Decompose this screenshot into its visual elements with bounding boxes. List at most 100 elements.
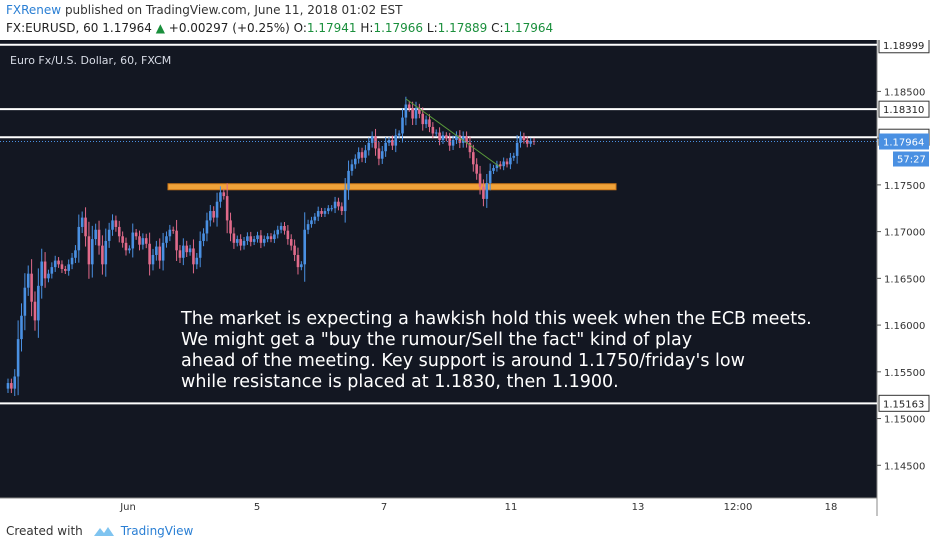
annotation-line: We might get a "buy the rumour/Sell the … <box>181 330 692 350</box>
author-link[interactable]: FXRenew <box>6 3 62 17</box>
candle-body <box>151 254 155 265</box>
candle-body <box>67 264 70 271</box>
y-tick-label: 1.16500 <box>884 274 925 285</box>
candle-body <box>47 273 50 279</box>
candle-body <box>414 108 418 119</box>
candle-body <box>37 285 40 321</box>
candle-body <box>407 104 411 109</box>
candle-body <box>26 273 30 288</box>
annotation-line: while resistance is placed at 1.1830, th… <box>181 372 619 392</box>
candle-body <box>276 229 280 235</box>
ohlc-line: FX:EURUSD, 60 1.17964 ▲ +0.00297 (+0.25%… <box>6 21 553 35</box>
candle-body <box>401 117 404 134</box>
candle-body <box>50 267 54 274</box>
x-tick-label: 7 <box>381 502 387 513</box>
candle-body <box>498 164 502 167</box>
candle-body <box>104 240 108 265</box>
x-tick-label: 5 <box>254 502 260 513</box>
candle-body <box>488 170 492 184</box>
candle-body <box>43 261 47 279</box>
candle-body <box>209 211 212 221</box>
candle-body <box>461 136 465 143</box>
candle-body <box>394 135 398 146</box>
tradingview-link[interactable]: TradingView <box>120 524 194 538</box>
level-price-tag <box>878 100 930 118</box>
candle-body <box>289 239 293 246</box>
candle-body <box>175 230 178 251</box>
candle-body <box>323 211 327 214</box>
candle-body <box>458 135 462 143</box>
candle-body <box>448 138 452 146</box>
y-tick-label: 1.17500 <box>884 181 925 192</box>
candle-body <box>279 226 283 230</box>
candle-body <box>252 239 256 242</box>
candle-body <box>438 132 441 141</box>
candle-body <box>269 236 273 240</box>
candle-body <box>300 264 303 268</box>
annotation-line: ahead of the meeting. Key support is aro… <box>181 351 745 371</box>
candle-body <box>374 136 377 149</box>
footer: Created with TradingView <box>6 524 193 538</box>
created-with-label: Created with <box>6 524 83 538</box>
candle-body <box>77 226 81 251</box>
candle-body <box>128 248 131 251</box>
candle-body <box>144 238 148 244</box>
candle-body <box>330 208 333 210</box>
support-zone-band[interactable] <box>167 183 617 191</box>
candle-body <box>377 148 381 159</box>
candle-body <box>111 220 114 230</box>
candle-body <box>192 248 195 265</box>
open-label: O: <box>293 21 307 35</box>
candle-body <box>262 239 266 243</box>
candle-body <box>353 158 357 165</box>
y-tick-label: 1.15000 <box>884 415 925 426</box>
candle-body <box>205 220 209 234</box>
candle-body <box>316 211 320 217</box>
countdown-label: 57:27 <box>897 155 926 166</box>
annotation: The market is expecting a hawkish hold t… <box>180 309 812 392</box>
low-label: L: <box>426 21 438 35</box>
price-axis <box>877 40 932 516</box>
change-arrow-icon: ▲ <box>155 21 165 35</box>
candle-body <box>478 173 482 187</box>
candle-body <box>387 140 391 143</box>
candle-body <box>229 220 232 234</box>
candle-body <box>283 226 286 231</box>
candle-body <box>114 220 118 227</box>
candle-body <box>33 301 37 321</box>
candle-body <box>117 226 121 237</box>
candle-body <box>522 136 526 141</box>
open-value: 1.17941 <box>306 21 357 35</box>
candle-body <box>350 164 354 171</box>
candle-body <box>475 164 478 174</box>
candle-body <box>509 157 512 165</box>
candle-body <box>215 201 219 218</box>
candle-body <box>411 108 414 119</box>
candle-body <box>13 376 17 389</box>
candle-body <box>168 229 172 237</box>
x-tick-label: 11 <box>505 502 518 513</box>
candle-body <box>347 170 350 190</box>
candle-body <box>131 232 135 249</box>
candle-body <box>310 220 313 225</box>
y-tick-label: 1.14500 <box>884 461 925 472</box>
candle-body <box>148 243 151 265</box>
candle-body <box>235 239 239 243</box>
candle-body <box>343 189 347 212</box>
candle-body <box>337 201 340 207</box>
candle-body <box>472 152 475 165</box>
trendline[interactable] <box>405 98 501 168</box>
candle-body <box>303 229 307 265</box>
candle-body <box>360 152 364 158</box>
candle-body <box>195 257 199 265</box>
y-tick-label: 1.18500 <box>884 87 925 98</box>
candle-body <box>306 224 310 230</box>
candle-body <box>64 269 67 271</box>
candle-body <box>185 245 189 253</box>
candle-body <box>492 168 495 171</box>
candle-body <box>161 242 165 261</box>
x-tick-label: 13 <box>632 502 645 513</box>
last-price: 1.17964 <box>102 21 152 35</box>
candle-body <box>20 315 23 340</box>
